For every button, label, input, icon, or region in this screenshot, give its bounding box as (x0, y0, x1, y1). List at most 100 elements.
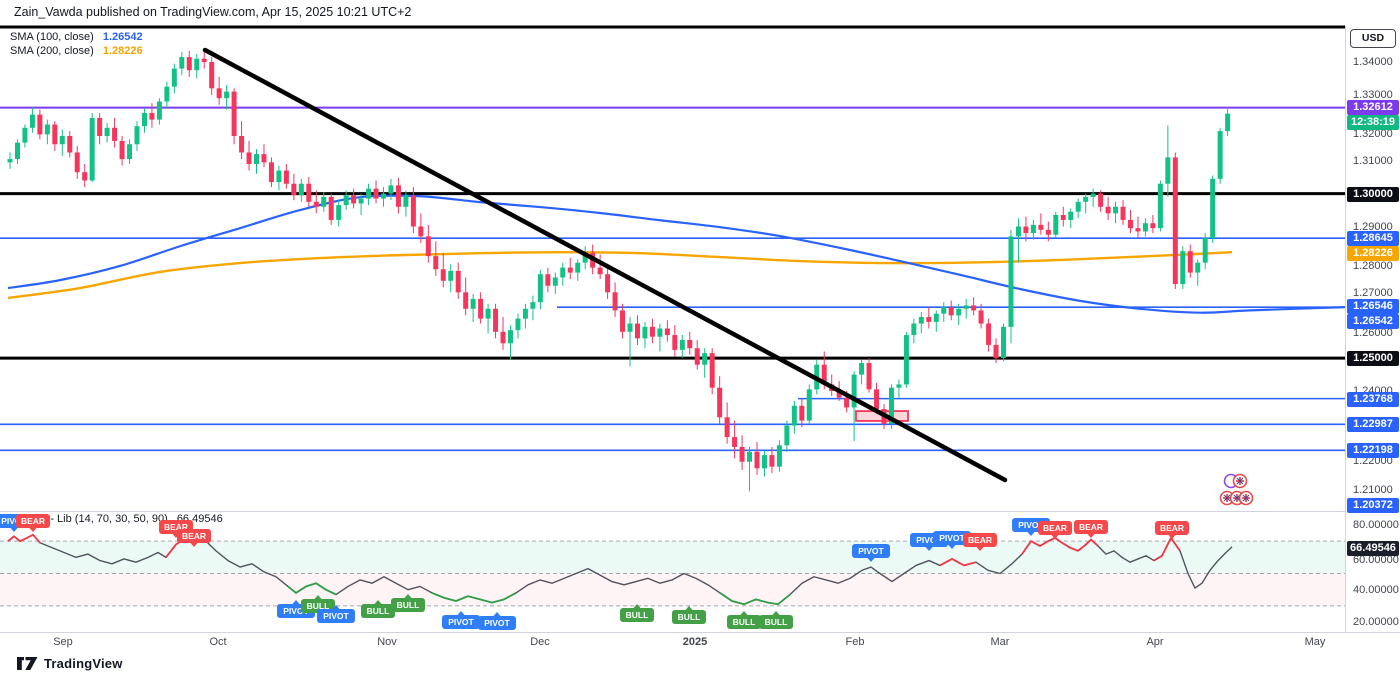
price-tick-label: 1.33000 (1353, 88, 1393, 101)
candle-body (186, 57, 192, 71)
sma200-value: 1.28226 (102, 45, 143, 57)
candle-body (926, 316, 932, 322)
rsi-bear-divergence-segment (7, 533, 41, 544)
candle-body (1142, 223, 1148, 232)
candle-body (649, 326, 655, 337)
candle-body (418, 226, 424, 237)
candle-body (776, 445, 782, 467)
candle-body (1008, 236, 1014, 327)
candle-body (403, 195, 409, 207)
price-level-badge: 1.23768 (1347, 391, 1399, 407)
candle-body (634, 323, 640, 339)
candle-body (836, 391, 842, 398)
sma100-label: SMA (100, close) (10, 31, 94, 43)
candle-body (141, 112, 147, 127)
candle-body (694, 348, 700, 365)
candle-body (874, 389, 880, 410)
candle-body (388, 185, 394, 194)
candle-body (1225, 113, 1231, 132)
rsi-pivot-badge: PIVOT (933, 531, 971, 549)
time-tick-label: Apr (1146, 636, 1164, 648)
rsi-bear-badge: BEAR (177, 529, 211, 547)
time-axis[interactable]: Sep Oct Nov Dec 2025 Feb Mar Apr May (0, 632, 1400, 652)
candle-body (500, 331, 506, 344)
candle-body (821, 364, 827, 385)
candle-body (336, 205, 342, 220)
candle-body (127, 144, 133, 160)
candle-body (425, 236, 431, 257)
flag-pattern (1223, 494, 1231, 502)
svg-text:PIVOT: PIVOT (448, 617, 474, 627)
candle-body (381, 193, 386, 199)
currency-toggle-button[interactable]: USD (1350, 29, 1396, 48)
candle-body (515, 318, 521, 331)
price-level-badge: 1.26546 (1347, 298, 1399, 314)
candle-body (179, 57, 185, 69)
candle-body (231, 91, 237, 137)
candle-body (89, 117, 95, 181)
svg-text:BEAR: BEAR (164, 522, 188, 532)
rsi-bear-badge: BEAR (16, 514, 50, 532)
candle-body (545, 274, 551, 286)
candle-body (702, 353, 708, 365)
rsi-tick-label: 80.00000 (1353, 518, 1399, 531)
candle-body (37, 114, 43, 135)
descending-trendline[interactable] (202, 47, 1008, 483)
candle-body (313, 201, 319, 207)
price-axis[interactable]: USD 1.34000 1.33000 1.32000 1.31000 1.29000 1… (1345, 26, 1400, 651)
legend-sma100[interactable]: SMA (100, close) 1.26542 (10, 30, 143, 44)
candle-body (1217, 131, 1223, 179)
candle-body (343, 195, 349, 206)
rsi-bull-divergence-segment (287, 582, 337, 596)
candle-body (784, 425, 790, 446)
candle-body (291, 183, 297, 196)
sma-100-line[interactable] (7, 194, 1345, 314)
candle-body (724, 417, 730, 438)
candle-body (903, 335, 909, 385)
candle-body (567, 267, 573, 273)
candle-body (358, 198, 364, 204)
candle-body (164, 86, 170, 102)
rsi-bull-divergence-segment (431, 592, 517, 604)
candle-body (1150, 223, 1156, 229)
candle-body (1165, 157, 1171, 184)
candle-body (679, 340, 685, 350)
pane-separator[interactable] (0, 511, 1400, 512)
candle-body (1075, 201, 1081, 212)
rsi-band (0, 573, 1345, 606)
candle-body (52, 124, 58, 145)
candle-body (918, 316, 924, 324)
candle-body (575, 262, 581, 273)
candle-body (1135, 228, 1141, 232)
candle-body (1023, 226, 1029, 234)
candle-body (552, 277, 558, 286)
candle-body (851, 374, 857, 408)
price-tick-label: 1.26000 (1353, 326, 1393, 339)
indicator-legend: SMA (100, close) 1.26542 SMA (200, close… (10, 30, 143, 58)
price-tick-label: 1.32000 (1353, 127, 1393, 140)
price-tick-label: 1.21000 (1353, 483, 1393, 496)
candle-body (1045, 229, 1051, 235)
price-level-badge: 1.22198 (1347, 442, 1399, 458)
candle-body (844, 397, 850, 408)
candle-body (134, 126, 140, 145)
candle-body (22, 127, 28, 143)
candle-body (605, 274, 611, 293)
svg-text:PIVOT: PIVOT (484, 618, 510, 628)
candle-body (582, 252, 588, 263)
candle-body (119, 140, 125, 160)
candle-body (911, 323, 917, 336)
candle-body (1030, 224, 1036, 234)
svg-text:BEAR: BEAR (21, 516, 45, 526)
candle-body (216, 88, 222, 99)
candle-body (978, 310, 984, 324)
svg-text:BULL: BULL (307, 601, 330, 611)
price-level-badge: 1.28226 (1347, 245, 1399, 261)
sma-200-line[interactable] (7, 250, 1233, 300)
rsi-bull-badge: BULL (759, 611, 793, 629)
legend-sma200[interactable]: SMA (200, close) 1.28226 (10, 44, 143, 58)
candle-body (1195, 262, 1201, 273)
svg-text:PIVOT: PIVOT (283, 606, 309, 616)
